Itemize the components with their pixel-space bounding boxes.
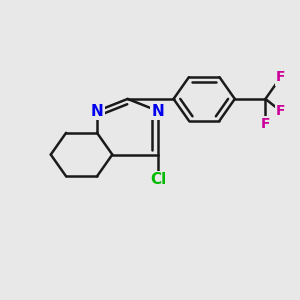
Text: F: F	[261, 117, 270, 131]
Text: F: F	[276, 104, 286, 118]
Text: Cl: Cl	[150, 172, 166, 187]
Text: N: N	[152, 103, 165, 118]
Text: N: N	[91, 103, 103, 118]
Text: F: F	[276, 70, 286, 84]
